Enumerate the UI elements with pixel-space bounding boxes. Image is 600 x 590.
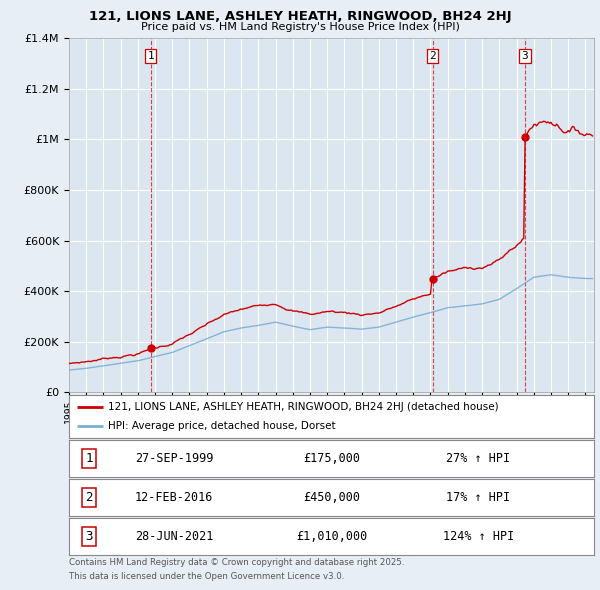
Text: £175,000: £175,000: [303, 452, 360, 465]
Text: Contains HM Land Registry data © Crown copyright and database right 2025.: Contains HM Land Registry data © Crown c…: [69, 558, 404, 566]
Text: 121, LIONS LANE, ASHLEY HEATH, RINGWOOD, BH24 2HJ (detached house): 121, LIONS LANE, ASHLEY HEATH, RINGWOOD,…: [109, 402, 499, 412]
Text: 124% ↑ HPI: 124% ↑ HPI: [443, 530, 514, 543]
Text: 3: 3: [521, 51, 529, 61]
Text: 1: 1: [85, 452, 93, 465]
Text: Price paid vs. HM Land Registry's House Price Index (HPI): Price paid vs. HM Land Registry's House …: [140, 22, 460, 32]
Text: 121, LIONS LANE, ASHLEY HEATH, RINGWOOD, BH24 2HJ: 121, LIONS LANE, ASHLEY HEATH, RINGWOOD,…: [89, 10, 511, 23]
Text: 3: 3: [85, 530, 93, 543]
Text: 28-JUN-2021: 28-JUN-2021: [135, 530, 213, 543]
Text: 27% ↑ HPI: 27% ↑ HPI: [446, 452, 511, 465]
Text: 2: 2: [85, 491, 93, 504]
Text: £1,010,000: £1,010,000: [296, 530, 367, 543]
Text: 12-FEB-2016: 12-FEB-2016: [135, 491, 213, 504]
Text: 2: 2: [429, 51, 436, 61]
Text: This data is licensed under the Open Government Licence v3.0.: This data is licensed under the Open Gov…: [69, 572, 344, 581]
Text: HPI: Average price, detached house, Dorset: HPI: Average price, detached house, Dors…: [109, 421, 336, 431]
Text: £450,000: £450,000: [303, 491, 360, 504]
Text: 27-SEP-1999: 27-SEP-1999: [135, 452, 213, 465]
Text: 17% ↑ HPI: 17% ↑ HPI: [446, 491, 511, 504]
Text: 1: 1: [147, 51, 154, 61]
